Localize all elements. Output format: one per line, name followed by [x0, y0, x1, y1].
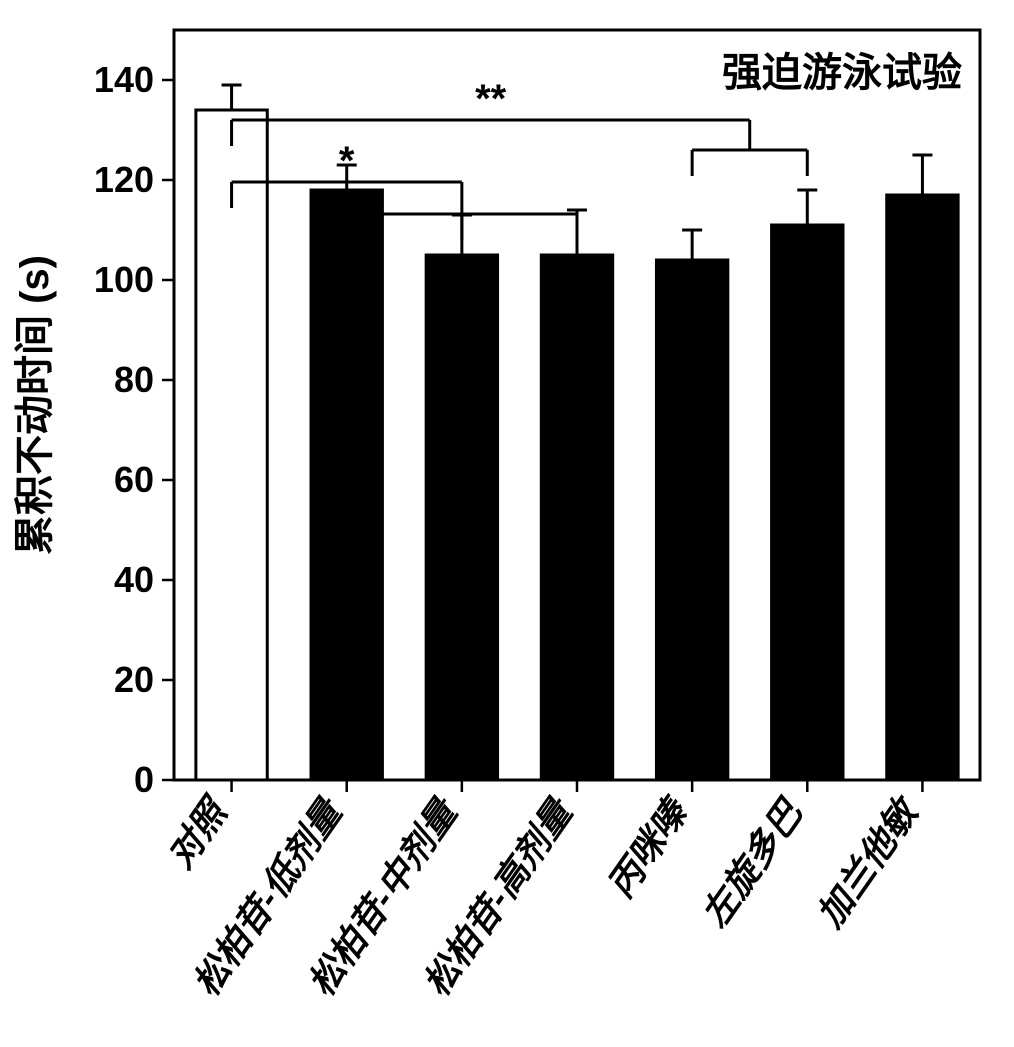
sig-label: **: [475, 77, 507, 121]
chart-title: 强迫游泳试验: [722, 51, 962, 95]
bar: [656, 260, 727, 780]
bar: [196, 110, 267, 780]
x-category-label: 左旋多巴: [694, 791, 812, 935]
bar: [426, 255, 497, 780]
ytick-label: 80: [114, 359, 154, 400]
bar: [772, 225, 843, 780]
x-category-label: 对照: [159, 788, 237, 875]
ytick-label: 40: [114, 559, 154, 600]
sig-label: *: [339, 139, 355, 183]
ytick-label: 0: [134, 759, 154, 800]
bar-chart: 020406080100120140累积不动时间 (s)强迫游泳试验对照松柏苷-…: [0, 0, 1014, 1047]
ytick-label: 20: [114, 659, 154, 700]
bar: [311, 190, 382, 780]
x-category-label: 加兰他敏: [808, 789, 928, 935]
bar: [541, 255, 612, 780]
ytick-label: 140: [94, 59, 154, 100]
ytick-label: 100: [94, 259, 154, 300]
ytick-label: 60: [114, 459, 154, 500]
bar: [887, 195, 958, 780]
x-category-label: 丙咪嗪: [599, 789, 697, 905]
ytick-label: 120: [94, 159, 154, 200]
y-axis-label: 累积不动时间 (s): [13, 255, 57, 555]
